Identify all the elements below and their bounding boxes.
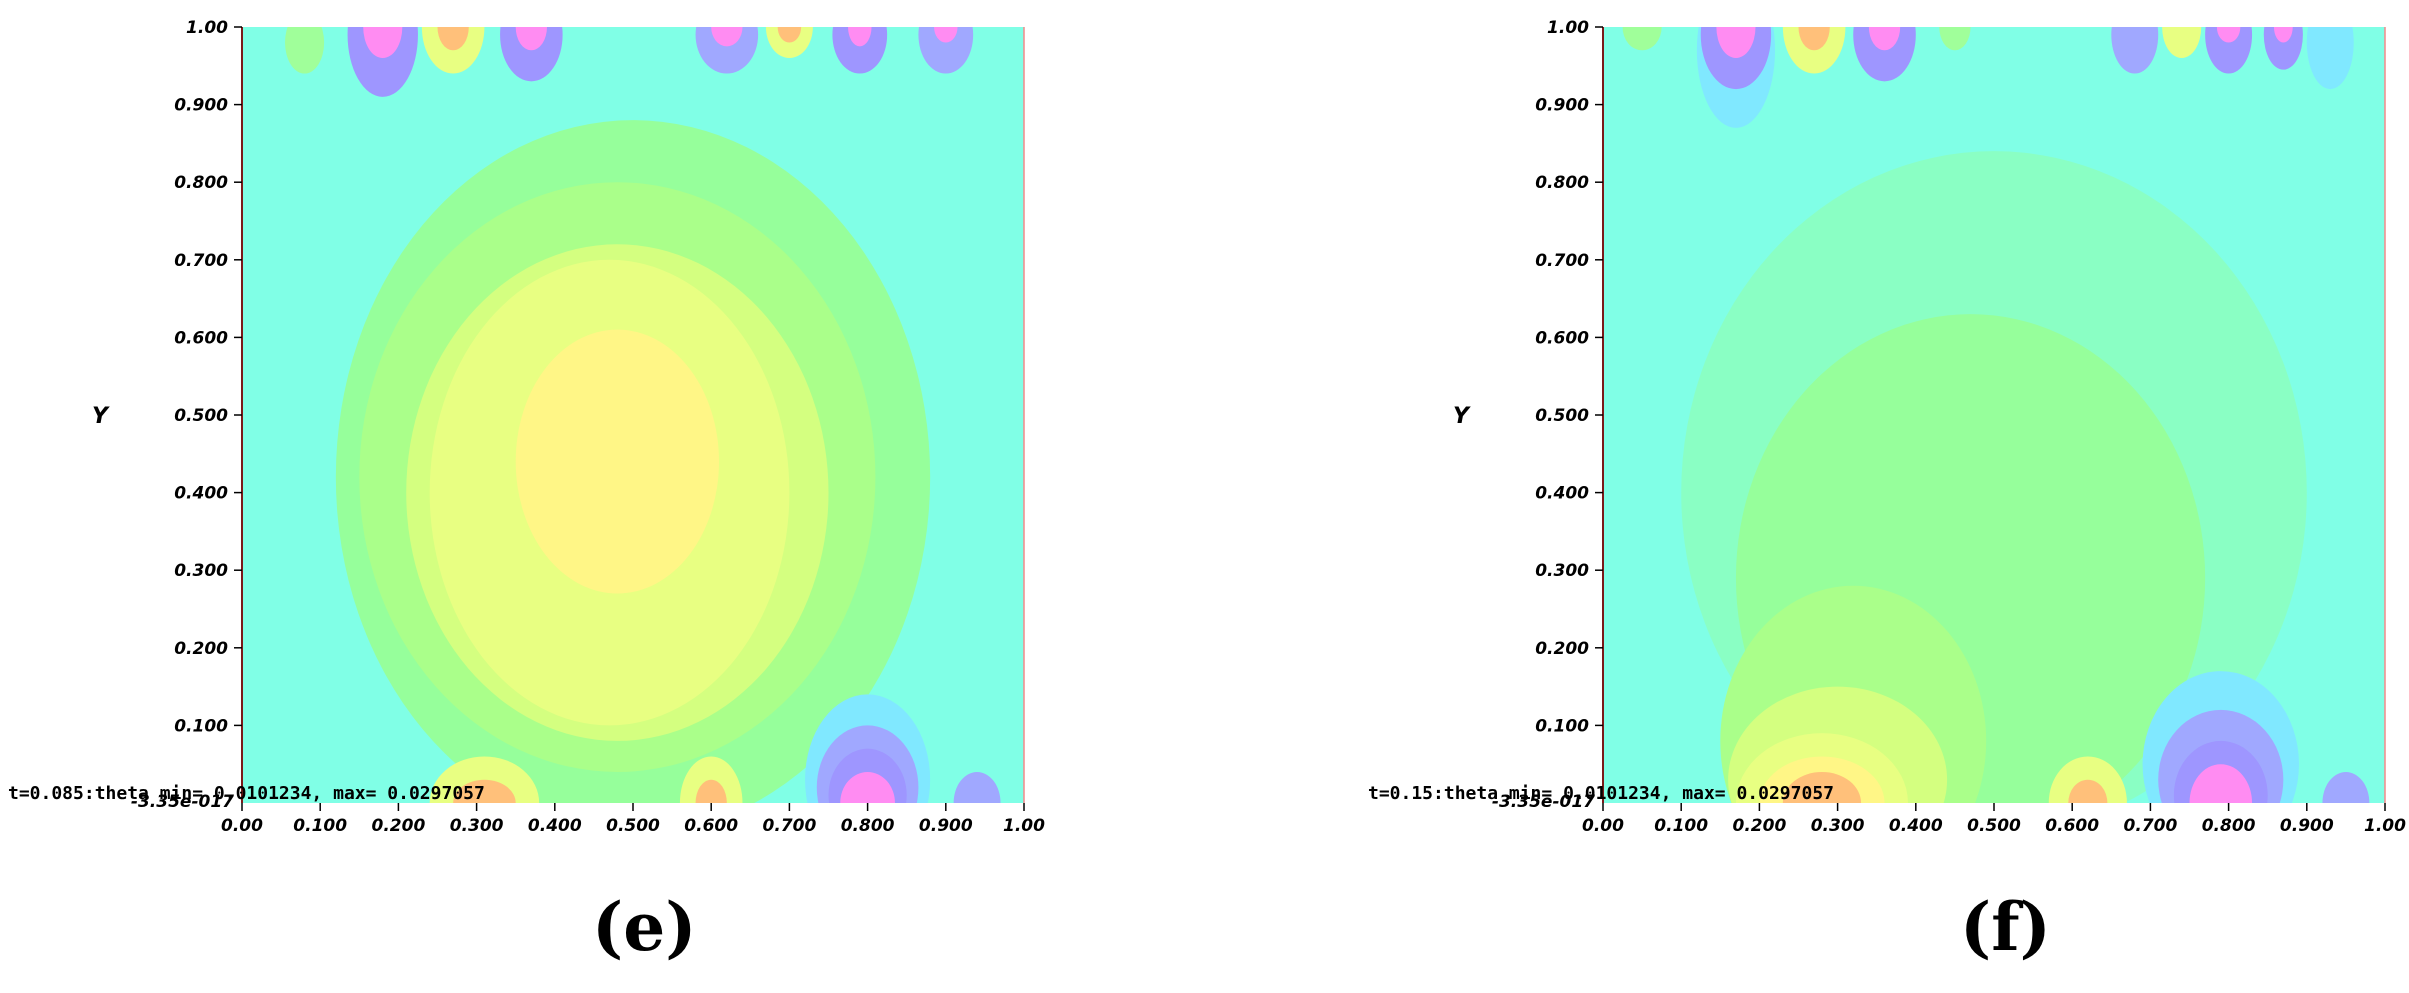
contour-band-23 xyxy=(2111,27,2159,74)
y-tick-label: 0.800 xyxy=(1535,173,1589,193)
contour-band-23 xyxy=(695,779,727,803)
y-tick-label: 0.300 xyxy=(1535,561,1589,581)
x-tick-label: 1.00 xyxy=(1003,816,1045,836)
y-tick-label: 0.300 xyxy=(174,561,228,581)
caption-e: (e) xyxy=(592,888,697,966)
contour-band-27 xyxy=(2263,27,2303,70)
contour-band-6 xyxy=(1782,771,1862,803)
x-tick-label: 0.200 xyxy=(1733,816,1787,836)
contour-band-21 xyxy=(453,779,516,803)
contour-band-21 xyxy=(1622,27,1662,51)
contour-band-13 xyxy=(2322,771,2370,803)
x-tick-label: 0.700 xyxy=(763,816,817,836)
y-tick-label: 0.200 xyxy=(1535,639,1589,659)
contour-band-7 xyxy=(363,27,403,59)
x-tick-label: 0.100 xyxy=(1654,816,1708,836)
x-tick-label: 0.200 xyxy=(372,816,426,836)
y-tick-label: 1.00 xyxy=(1547,18,1589,38)
x-tick-label: 0.600 xyxy=(2045,816,2099,836)
x-tick-label: 0.400 xyxy=(528,816,582,836)
x-tick-label: 0.600 xyxy=(684,816,738,836)
x-tick-label: 0.300 xyxy=(1811,816,1865,836)
x-tick-label: 0.500 xyxy=(1967,816,2021,836)
caption-f: (f) xyxy=(1960,888,2051,966)
y-tick-label: 0.800 xyxy=(174,173,228,193)
x-tick-label: 0.500 xyxy=(606,816,660,836)
y-tick-label: 0.400 xyxy=(174,484,228,504)
x-tick-label: 0.800 xyxy=(2202,816,2256,836)
x-tick-label: 0.00 xyxy=(221,816,263,836)
contour-band-18 xyxy=(918,27,974,74)
time-annotation: t=0.085:theta min= 0.0101234, max= 0.029… xyxy=(8,783,485,804)
y-tick-label: 0.500 xyxy=(174,406,228,426)
contour-band-6 xyxy=(347,27,418,97)
x-tick-label: 0.300 xyxy=(450,816,504,836)
x-tick-label: 0.800 xyxy=(841,816,895,836)
contour-band-27 xyxy=(840,771,895,803)
contour-band-13 xyxy=(711,27,743,47)
y-tick-label: 0.100 xyxy=(1535,716,1589,736)
contour-band-11 xyxy=(515,27,547,51)
contour-band-12 xyxy=(695,27,759,74)
contour-band-19 xyxy=(934,27,958,43)
contour-plot-e: 0.100 0.200 0.300 0.400 0.500 0.600 0.700 0.800… xyxy=(8,18,1045,836)
x-tick-label: 0.100 xyxy=(293,816,347,836)
y-tick-label: 0.400 xyxy=(1535,484,1589,504)
y-axis-label: Y xyxy=(1453,404,1471,429)
x-tick-label: 1.00 xyxy=(2364,816,2406,836)
contour-band-20 xyxy=(1868,27,1901,51)
contour-band-5 xyxy=(285,27,325,74)
contour-band-19 xyxy=(1853,27,1916,82)
panel-e: 0.100 0.200 0.300 0.400 0.500 0.600 0.700 0.800… xyxy=(8,18,1045,966)
contour-band-16 xyxy=(1716,27,1756,59)
contour-band-8 xyxy=(2068,779,2108,803)
contour-band-18 xyxy=(1798,27,1830,51)
y-tick-label: 0.200 xyxy=(174,639,228,659)
contour-band-24 xyxy=(2162,27,2202,59)
panel-f: 0.100 0.200 0.300 0.400 0.500 0.600 0.700 0.800… xyxy=(1364,0,2409,993)
contour-band-26 xyxy=(2216,27,2241,43)
contour-band-16 xyxy=(832,27,888,74)
contour-layer xyxy=(1622,27,2370,803)
contour-band-17 xyxy=(848,27,872,47)
contour-band-29 xyxy=(2306,27,2354,90)
contour-band-15 xyxy=(777,27,802,43)
contour-band-22 xyxy=(1939,27,1971,51)
y-tick-label: 0.100 xyxy=(174,716,228,736)
contour-band-9 xyxy=(437,27,469,51)
y-tick-label: 0.900 xyxy=(1535,96,1589,116)
contour-band-25 xyxy=(2205,27,2253,74)
y-tick-label: 1.00 xyxy=(186,18,228,38)
x-tick-label: 0.700 xyxy=(2124,816,2178,836)
time-annotation: t=0.15:theta min= 0.0101234, max= 0.0297… xyxy=(1368,783,1834,804)
y-tick-label: 0.600 xyxy=(174,328,228,348)
contour-band-4 xyxy=(515,329,720,594)
y-tick-label: 0.500 xyxy=(1535,406,1589,426)
y-tick-label: 0.600 xyxy=(1535,328,1589,348)
y-axis-label: Y xyxy=(92,404,110,429)
x-tick-label: 0.00 xyxy=(1582,816,1624,836)
y-min-label: -3.35e-017 xyxy=(131,792,234,812)
contour-layer xyxy=(285,27,1001,803)
y-tick-label: 0.900 xyxy=(174,96,228,116)
y-tick-label: 0.700 xyxy=(1535,251,1589,271)
x-tick-label: 0.900 xyxy=(919,816,973,836)
x-tick-label: 0.900 xyxy=(2280,816,2334,836)
contour-band-28 xyxy=(2273,27,2293,43)
x-tick-label: 0.400 xyxy=(1889,816,1943,836)
contour-band-10 xyxy=(500,27,563,82)
y-tick-label: 0.700 xyxy=(174,251,228,271)
contour-band-12 xyxy=(2189,764,2253,803)
contour-plot-f: 0.100 0.200 0.300 0.400 0.500 0.600 0.700 0.800… xyxy=(1368,18,2406,836)
y-min-label: -3.35e-017 xyxy=(1492,792,1595,812)
contour-band-28 xyxy=(953,771,1001,803)
